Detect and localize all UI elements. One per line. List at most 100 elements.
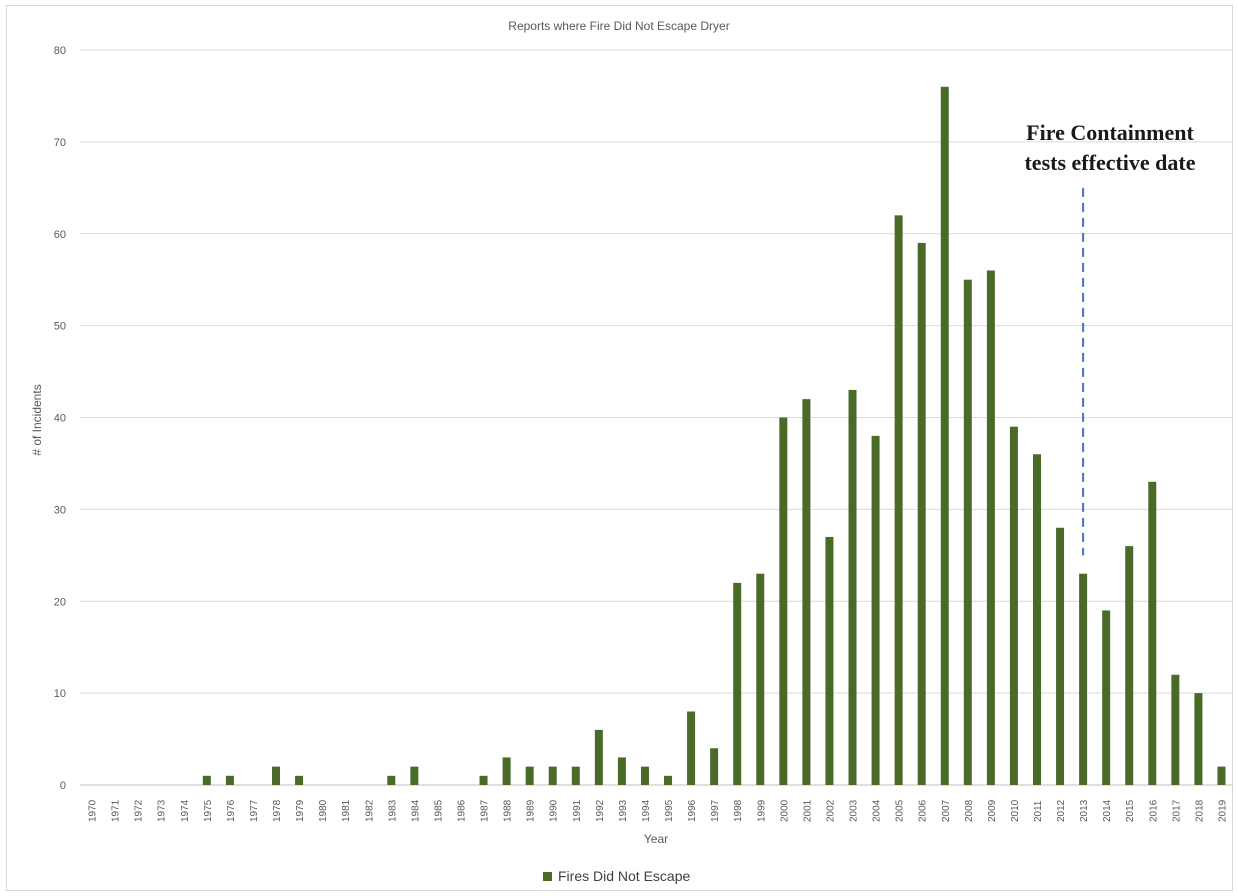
- x-tick-label: 1987: [480, 799, 491, 822]
- bar-2013: [1079, 573, 1088, 785]
- x-tick-label: 2009: [987, 799, 998, 822]
- x-tick-label: 1991: [572, 799, 583, 822]
- bar-2019: [1217, 766, 1226, 785]
- bar-1993: [617, 757, 626, 785]
- bar-2004: [871, 435, 880, 785]
- x-tick-label: 1974: [180, 799, 191, 822]
- x-tick-label: 2000: [779, 799, 790, 822]
- y-tick-label: 70: [54, 137, 66, 149]
- x-tick-label: 1980: [318, 799, 329, 822]
- y-tick-label: 30: [54, 504, 66, 516]
- x-tick-label: 1982: [364, 799, 375, 822]
- x-tick-label: 2004: [872, 799, 883, 822]
- bars: [202, 86, 1226, 785]
- x-tick-label: 1990: [549, 799, 560, 822]
- x-tick-label: 1975: [203, 799, 214, 822]
- bar-1998: [733, 582, 742, 785]
- x-tick-label: 1970: [88, 799, 99, 822]
- bar-1990: [548, 766, 557, 785]
- x-tick-labels: 1970 1971 1972 1973 1974 1975 1976 1977 1978 1979…: [88, 799, 1229, 822]
- x-tick-label: 1989: [526, 799, 537, 822]
- x-tick-label: 1998: [733, 799, 744, 822]
- bar-1978: [272, 766, 281, 785]
- bar-1989: [525, 766, 534, 785]
- x-tick-label: 2016: [1148, 799, 1159, 822]
- bar-2012: [1056, 527, 1065, 785]
- bar-2010: [1009, 426, 1018, 785]
- bar-2008: [963, 279, 972, 785]
- bar-2009: [986, 270, 995, 785]
- bar-2002: [825, 536, 834, 785]
- bar-1999: [756, 573, 765, 785]
- bar-1994: [640, 766, 649, 785]
- bar-1996: [687, 711, 696, 785]
- y-tick-label: 0: [60, 780, 66, 792]
- bar-1976: [225, 775, 234, 785]
- x-tick-label: 2012: [1056, 799, 1067, 822]
- x-tick-label: 2015: [1125, 799, 1136, 822]
- x-tick-label: 1986: [456, 799, 467, 822]
- x-tick-label: 2017: [1171, 799, 1182, 822]
- bar-1988: [502, 757, 511, 785]
- bar-1975: [202, 775, 211, 785]
- x-tick-label: 1996: [687, 799, 698, 822]
- x-tick-label: 1995: [664, 799, 675, 822]
- x-tick-label: 2010: [1010, 799, 1021, 822]
- chart-title: Reports where Fire Did Not Escape Dryer: [508, 19, 730, 33]
- x-tick-label: 2008: [964, 799, 975, 822]
- bar-1979: [295, 775, 304, 785]
- x-tick-label: 2014: [1102, 799, 1113, 822]
- x-tick-label: 2002: [825, 799, 836, 822]
- x-tick-label: 1978: [272, 799, 283, 822]
- x-tick-label: 2001: [802, 799, 813, 822]
- bar-1991: [571, 766, 580, 785]
- x-tick-label: 2006: [918, 799, 929, 822]
- annotation-line2: tests effective date: [1024, 150, 1196, 175]
- x-tick-label: 1981: [341, 799, 352, 822]
- x-tick-label: 1984: [410, 799, 421, 822]
- bar-2007: [940, 86, 949, 785]
- legend: Fires Did Not Escape: [543, 868, 690, 884]
- bar-1984: [410, 766, 419, 785]
- bar-1983: [387, 775, 396, 785]
- x-tick-label: 1994: [641, 799, 652, 822]
- legend-label: Fires Did Not Escape: [558, 868, 691, 884]
- x-tick-label: 1999: [756, 799, 767, 822]
- bar-1997: [710, 748, 719, 785]
- x-tick-label: 1992: [595, 799, 606, 822]
- y-tick-labels: 0 10 20 30 40 50 60 70 80: [54, 45, 66, 792]
- x-tick-label: 2005: [895, 799, 906, 822]
- bar-2015: [1125, 546, 1134, 785]
- x-tick-label: 2018: [1194, 799, 1205, 822]
- x-tick-label: 1972: [134, 799, 145, 822]
- x-tick-label: 2013: [1079, 799, 1090, 822]
- bar-2005: [894, 215, 903, 785]
- annotation-line1: Fire Containment: [1026, 120, 1194, 145]
- bar-1992: [594, 729, 603, 785]
- bar-2011: [1032, 454, 1041, 785]
- y-tick-label: 80: [54, 45, 66, 57]
- y-tick-label: 10: [54, 688, 66, 700]
- y-tick-label: 40: [54, 413, 66, 425]
- legend-swatch: [543, 871, 552, 881]
- x-tick-label: 2011: [1033, 800, 1044, 822]
- x-tick-label: 1971: [111, 799, 122, 822]
- y-tick-label: 60: [54, 229, 66, 241]
- x-tick-label: 1973: [157, 799, 168, 822]
- x-tick-label: 1985: [433, 799, 444, 822]
- y-tick-label: 20: [54, 596, 66, 608]
- bar-1995: [664, 775, 673, 785]
- y-tick-label: 50: [54, 321, 66, 333]
- x-tick-label: 2019: [1217, 799, 1228, 822]
- bar-2017: [1171, 674, 1180, 785]
- bar-2016: [1148, 481, 1157, 785]
- x-tick-label: 1977: [249, 799, 260, 822]
- x-tick-label: 2007: [941, 799, 952, 822]
- x-tick-label: 1983: [387, 799, 398, 822]
- x-axis-label: Year: [644, 832, 668, 846]
- chart-frame: [6, 5, 1233, 891]
- bar-2001: [802, 399, 811, 785]
- x-tick-label: 2003: [849, 799, 860, 822]
- bar-2006: [917, 242, 926, 785]
